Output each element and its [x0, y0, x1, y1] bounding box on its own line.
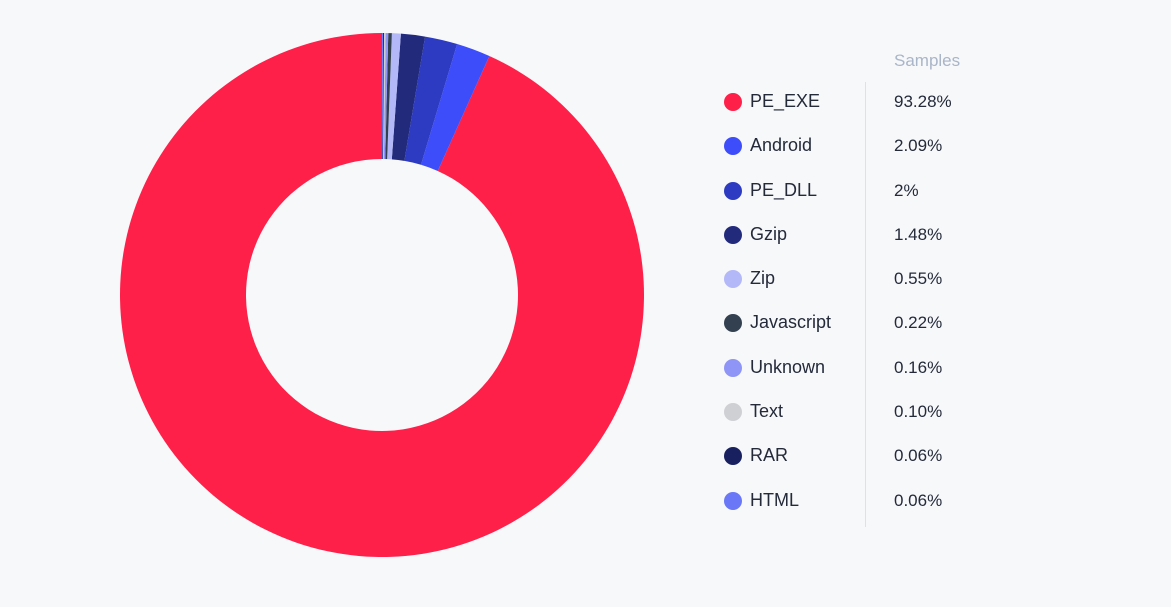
slice-android[interactable] [421, 44, 490, 171]
legend-panel: Samples PE_EXE 93.28% Android 2.09% PE_DLL 2%… [700, 40, 1120, 540]
legend-color-dot [724, 403, 742, 422]
legend-value: 0.06% [894, 490, 943, 510]
legend-value: 0.16% [894, 357, 943, 377]
legend-label: PE_EXE [750, 91, 821, 111]
legend-item-gzip[interactable]: Gzip 1.48% [700, 213, 1100, 257]
legend-item-text[interactable]: Text 0.10% [700, 390, 1100, 434]
legend-label: Text [750, 401, 784, 422]
legend-value: 0.06% [894, 446, 943, 466]
legend-item-zip[interactable]: Zip 0.55% [700, 257, 1100, 301]
slice-pe-dll[interactable] [404, 36, 458, 165]
legend-item-unknown[interactable]: Unknown 0.16% [700, 346, 1100, 390]
donut-slices [119, 33, 644, 557]
legend-color-dot [724, 93, 742, 111]
legend-label: HTML [750, 489, 799, 510]
legend-value: 2.09% [894, 136, 943, 156]
legend-list: PE_EXE 93.28% Android 2.09% PE_DLL 2% Gzip 1.48… [700, 80, 1100, 523]
legend-label: Zip [750, 268, 776, 289]
legend-value: 93.28% [894, 92, 952, 111]
legend-item-android[interactable]: Android 2.09% [700, 124, 1100, 168]
legend-color-dot [724, 137, 742, 156]
legend-color-dot [724, 358, 742, 377]
legend-item-html[interactable]: HTML 0.06% [700, 479, 1100, 523]
legend-color-dot [724, 270, 742, 289]
slice-pe-exe[interactable] [119, 33, 644, 557]
slice-javascript[interactable] [385, 33, 392, 160]
legend-color-dot [724, 447, 742, 466]
legend-label: Android [750, 135, 813, 156]
legend-color-dot [724, 314, 742, 333]
legend-value: 2% [894, 180, 919, 200]
legend-color-dot [724, 225, 742, 244]
slice-html[interactable] [382, 33, 383, 160]
slice-unknown[interactable] [383, 33, 389, 160]
slice-zip[interactable] [387, 33, 401, 160]
legend-item-rar[interactable]: RAR 0.06% [700, 434, 1100, 478]
legend-item-pe-dll[interactable]: PE_DLL 2% [700, 169, 1100, 213]
legend-label: RAR [750, 445, 789, 466]
legend-label: PE_DLL [750, 179, 818, 200]
slice-gzip[interactable] [391, 33, 426, 161]
legend-color-dot [724, 491, 742, 510]
legend-divider [865, 82, 866, 527]
slice-text[interactable] [383, 33, 386, 160]
legend-item-javascript[interactable]: Javascript 0.22% [700, 301, 1100, 345]
donut-chart [119, 33, 644, 557]
samples-column-header: Samples [894, 51, 961, 70]
legend-value: 0.22% [894, 313, 943, 333]
legend-value: 0.10% [894, 402, 943, 422]
legend-value: 0.55% [894, 269, 943, 289]
legend-label: Unknown [750, 356, 826, 377]
legend-item-pe-exe[interactable]: PE_EXE 93.28% [700, 80, 1100, 124]
legend-value: 1.48% [894, 224, 943, 244]
legend-label: Javascript [750, 312, 832, 333]
legend-color-dot [724, 181, 742, 200]
legend-label: Gzip [750, 223, 788, 244]
slice-rar[interactable] [382, 33, 384, 160]
